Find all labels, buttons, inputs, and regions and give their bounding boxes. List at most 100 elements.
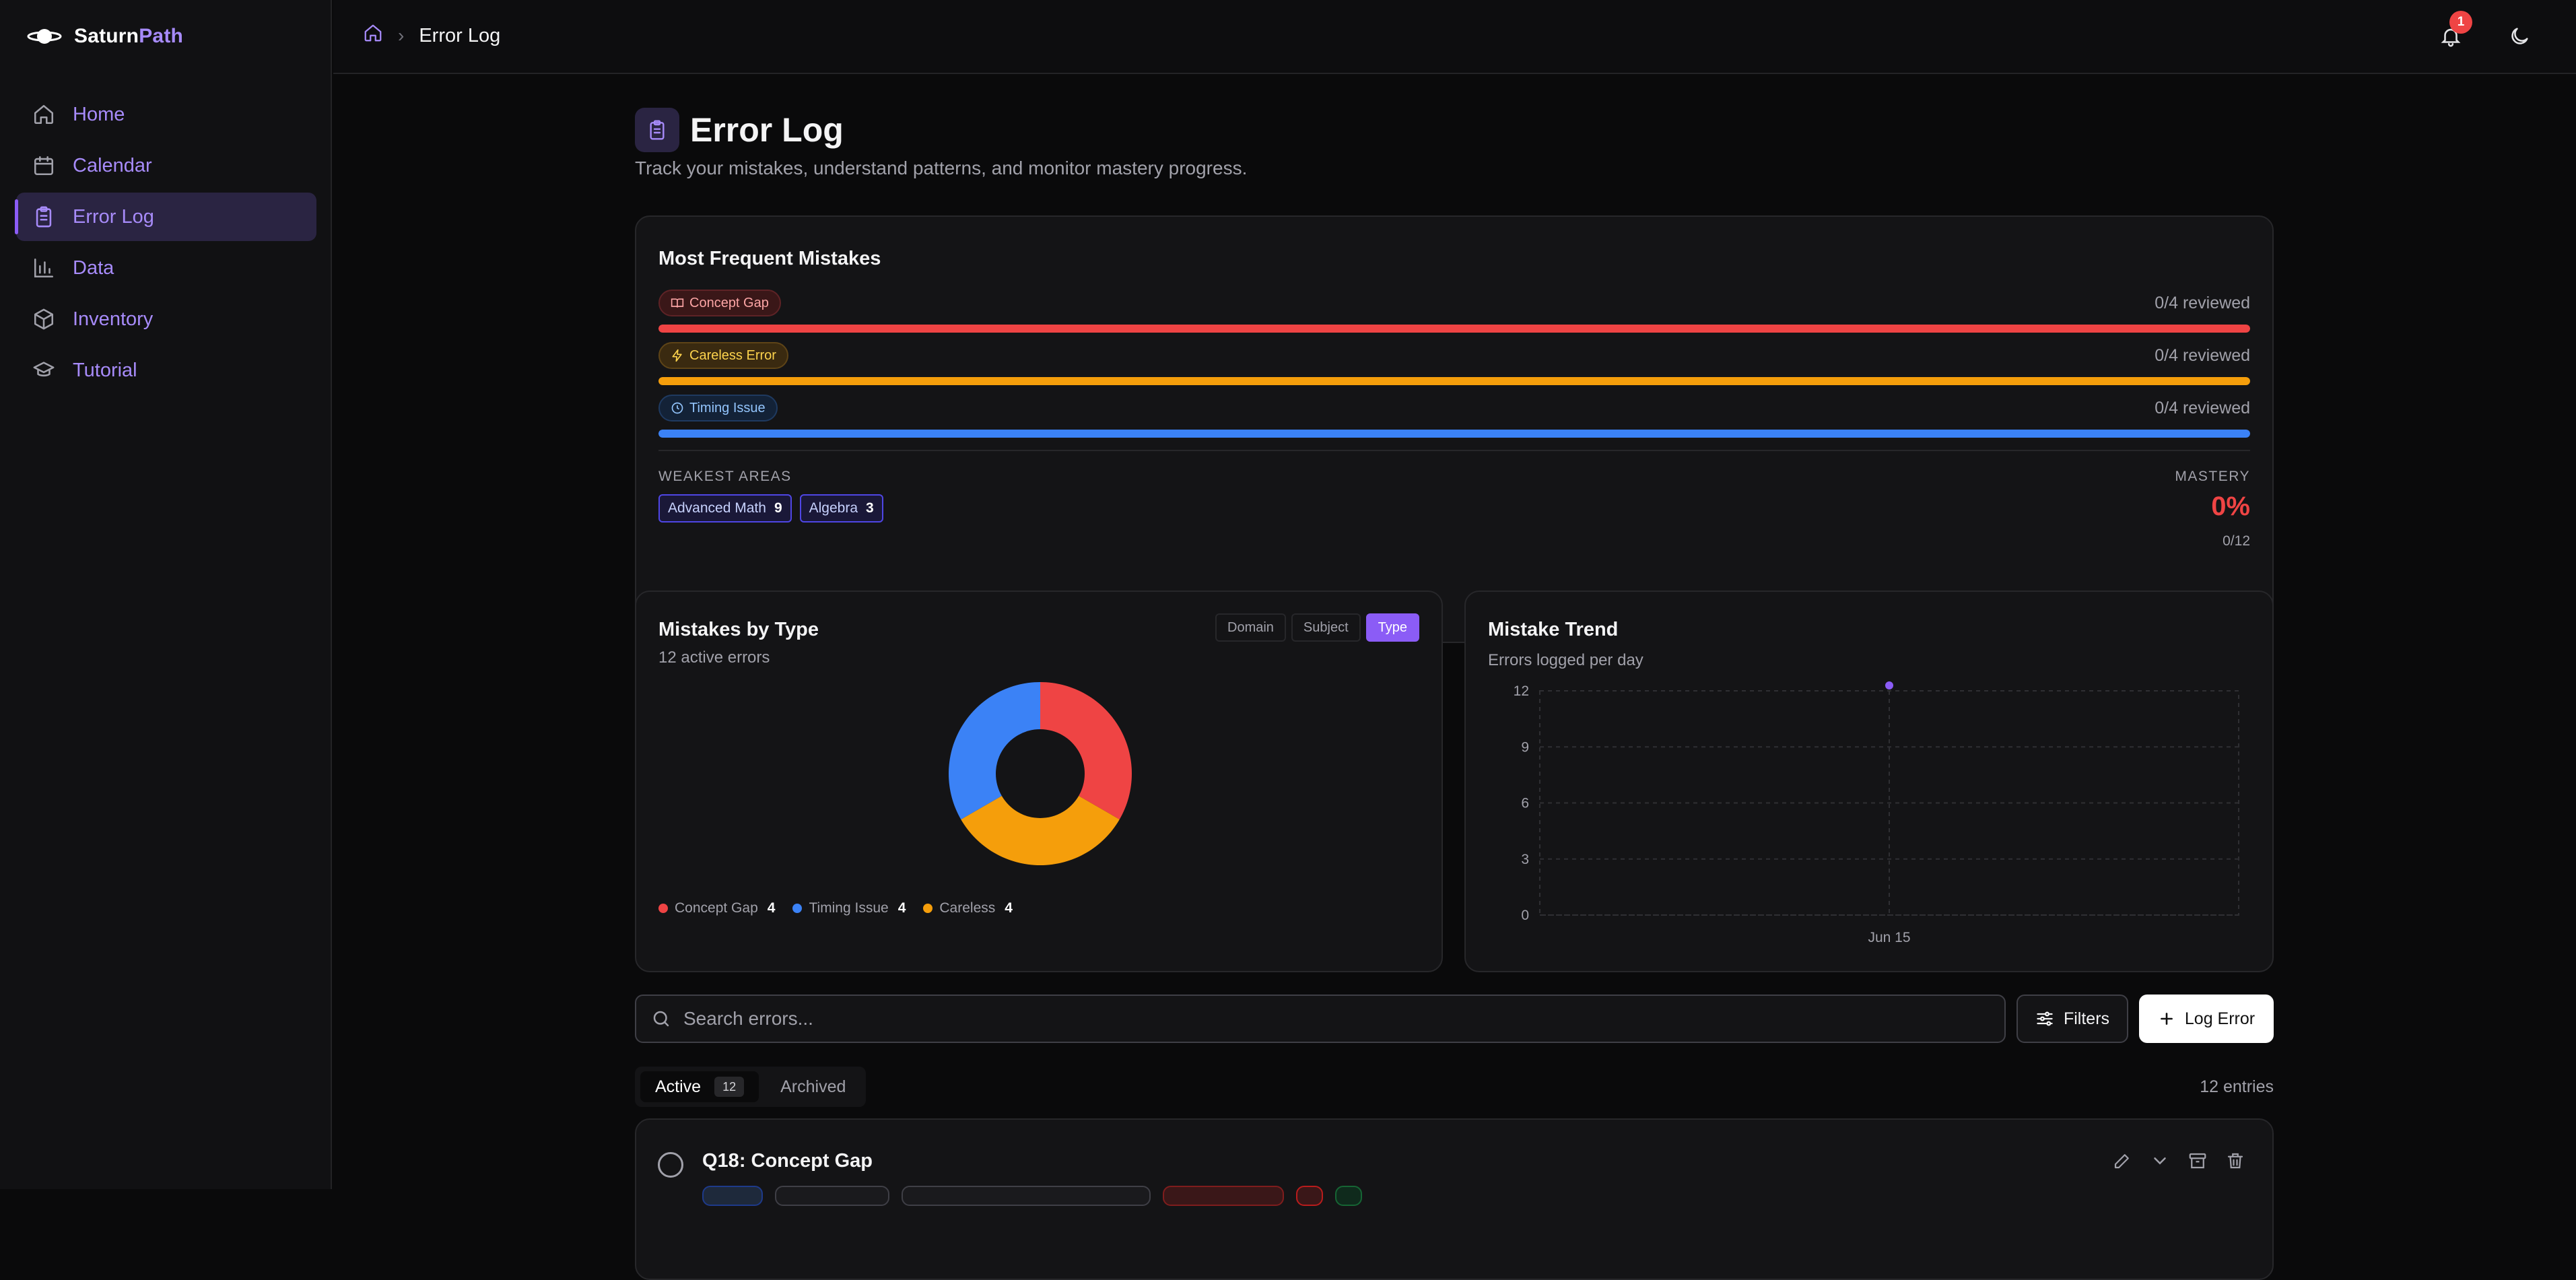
- concept-gap-tag: Concept Gap: [658, 290, 781, 316]
- saturn-logo-icon: [27, 24, 62, 48]
- brand[interactable]: SaturnPath: [27, 24, 183, 48]
- careless-error-tag: Careless Error: [658, 342, 788, 369]
- graduation-cap-icon: [33, 362, 55, 377]
- group-by-toggle: Domain Subject Type: [1215, 613, 1419, 642]
- page-header: Error Log: [635, 108, 844, 152]
- search-icon: [653, 1011, 669, 1027]
- reviewed-count: 0/4 reviewed: [2155, 346, 2250, 365]
- card-title: Mistake Trend: [1488, 619, 1619, 640]
- error-actions: [2112, 1151, 2245, 1174]
- archive-button[interactable]: [2188, 1151, 2208, 1174]
- zap-icon: [672, 349, 682, 362]
- delete-button[interactable]: [2225, 1151, 2245, 1174]
- data-point[interactable]: [1885, 681, 1893, 689]
- moon-icon: [2511, 28, 2528, 44]
- mastery-label: MASTERY: [2175, 469, 2250, 484]
- weakest-area-chip[interactable]: Algebra 3: [799, 494, 883, 523]
- progress-bar-fill: [658, 325, 2250, 333]
- sidebar-item-error-log[interactable]: Error Log: [15, 193, 316, 241]
- legend-item: Careless 4: [923, 900, 1013, 916]
- sidebar-item-label: Home: [73, 103, 125, 125]
- mistake-row-careless-error: Careless Error 0/4 reviewed: [658, 342, 2250, 385]
- archive-icon: [2189, 1153, 2206, 1169]
- weakest-area-chip[interactable]: Advanced Math 9: [658, 494, 792, 523]
- sidebar-item-tutorial[interactable]: Tutorial: [16, 346, 316, 395]
- y-tick-label: 9: [1521, 739, 1529, 755]
- progress-bar: [658, 377, 2250, 385]
- y-tick-label: 3: [1521, 852, 1529, 867]
- segment-subject[interactable]: Subject: [1291, 613, 1361, 642]
- mark-reviewed-checkbox[interactable]: [658, 1152, 683, 1178]
- x-tick-label: Jun 15: [1868, 930, 1910, 945]
- clipboard-icon: [36, 206, 52, 228]
- segment-type[interactable]: Type: [1365, 613, 1419, 642]
- tab-active[interactable]: Active 12: [640, 1071, 759, 1102]
- breadcrumb: › Error Log: [363, 23, 500, 48]
- page-title: Error Log: [690, 111, 844, 149]
- weakest-areas-label: WEAKEST AREAS: [658, 469, 792, 484]
- sidebar-item-calendar[interactable]: Calendar: [16, 141, 316, 190]
- donut-chart: [949, 682, 1132, 865]
- progress-bar-fill: [658, 377, 2250, 385]
- brand-name: SaturnPath: [74, 25, 184, 47]
- card-title: Mistakes by Type: [658, 619, 819, 640]
- error-title: Q18: Concept Gap: [702, 1150, 873, 1172]
- tab-count: 12: [714, 1077, 745, 1097]
- box-icon: [34, 308, 54, 330]
- card-subtitle: Errors logged per day: [1488, 651, 1643, 669]
- progress-bar: [658, 430, 2250, 438]
- sidebar-item-data[interactable]: Data: [16, 244, 316, 292]
- page-subtitle: Track your mistakes, understand patterns…: [635, 158, 1248, 178]
- home-breadcrumb-icon[interactable]: [363, 23, 383, 48]
- notification-badge: 1: [2449, 11, 2472, 34]
- sidebar-item-home[interactable]: Home: [16, 90, 316, 139]
- progress-bar: [658, 325, 2250, 333]
- pencil-icon: [2114, 1154, 2129, 1169]
- sliders-icon: [2037, 1011, 2053, 1026]
- chevron-down-icon: [2154, 1157, 2166, 1165]
- clipboard-icon: [635, 108, 679, 152]
- card-subtitle: 12 active errors: [658, 648, 770, 667]
- reviewed-count: 0/4 reviewed: [2155, 294, 2250, 312]
- donut-slice-concept-gap[interactable]: [1040, 682, 1132, 819]
- weakest-areas-list: Advanced Math 9 Algebra 3: [658, 494, 883, 523]
- error-item[interactable]: Q18: Concept Gap: [635, 1118, 2274, 1280]
- breadcrumb-current: Error Log: [419, 24, 501, 46]
- sidebar-nav: Home Calendar Error Log Data Inventory T…: [15, 90, 316, 397]
- filters-button[interactable]: Filters: [2016, 995, 2128, 1043]
- log-error-button[interactable]: Log Error: [2139, 995, 2274, 1043]
- entries-count: 12 entries: [2200, 1077, 2274, 1096]
- theme-toggle-button[interactable]: [2503, 20, 2536, 53]
- mastery-count: 0/12: [2223, 533, 2250, 549]
- donut-slice-careless[interactable]: [961, 796, 1120, 865]
- notifications-button[interactable]: 1: [2435, 11, 2472, 53]
- sidebar-item-label: Error Log: [73, 205, 154, 228]
- segment-domain[interactable]: Domain: [1215, 613, 1286, 642]
- bar-chart-icon: [34, 258, 54, 278]
- sidebar-item-inventory[interactable]: Inventory: [16, 295, 316, 343]
- reviewed-count: 0/4 reviewed: [2155, 399, 2250, 417]
- mistake-row-timing-issue: Timing Issue 0/4 reviewed: [658, 395, 2250, 438]
- most-frequent-mistakes-card: Most Frequent Mistakes Concept Gap 0/4 r…: [635, 215, 2274, 643]
- search-bar: [635, 995, 2006, 1043]
- legend-item: Timing Issue 4: [792, 900, 906, 916]
- tab-archived[interactable]: Archived: [780, 1077, 846, 1096]
- y-tick-label: 6: [1521, 796, 1529, 811]
- mistake-trend-card: Mistake Trend Errors logged per day 0 3 6 9…: [1464, 591, 2274, 972]
- clock-icon: [671, 402, 683, 414]
- edit-button[interactable]: [2112, 1151, 2132, 1174]
- card-title: Most Frequent Mistakes: [658, 248, 881, 269]
- mastery-value: 0%: [2211, 492, 2250, 521]
- calendar-icon: [34, 156, 54, 176]
- y-tick-label: 0: [1521, 908, 1529, 923]
- progress-bar-fill: [658, 430, 2250, 438]
- search-input[interactable]: [683, 996, 2004, 1042]
- error-tabs: Active 12 Archived: [635, 1067, 867, 1107]
- mistakes-by-type-card: Mistakes by Type 12 active errors Domain…: [635, 591, 1443, 972]
- donut-slice-timing-issue[interactable]: [949, 682, 1040, 819]
- sidebar: SaturnPath Home Calendar Error Log Data …: [0, 0, 332, 1189]
- expand-button[interactable]: [2150, 1151, 2170, 1174]
- home-icon: [34, 104, 54, 125]
- legend-item: Concept Gap 4: [658, 900, 775, 916]
- trash-icon: [2227, 1153, 2243, 1169]
